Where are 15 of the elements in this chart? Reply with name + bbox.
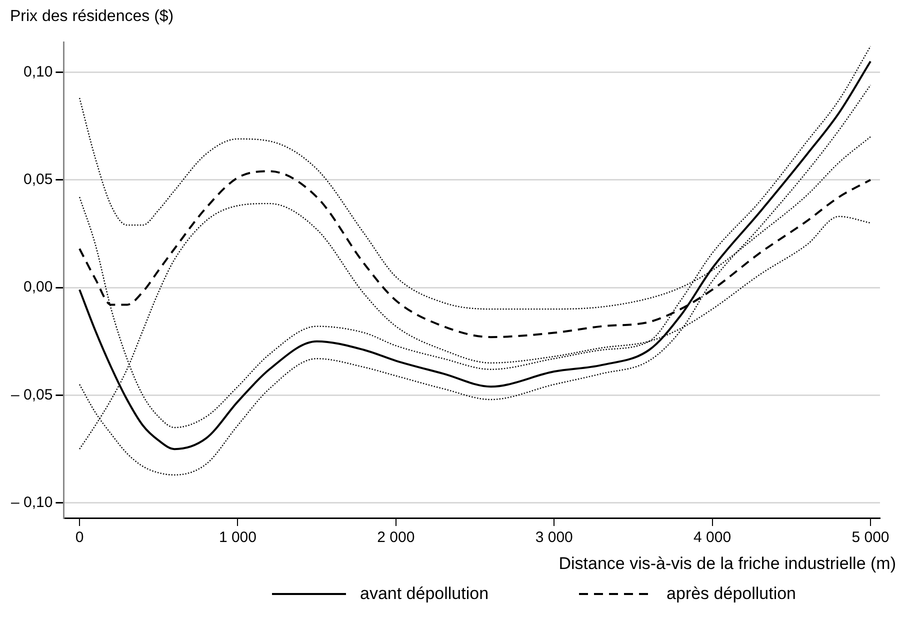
y-tick-label: 0,10 xyxy=(24,63,53,80)
y-tick-label: 0,00 xyxy=(24,278,53,296)
y-tick-label: – 0,10 xyxy=(10,494,53,512)
legend-label: après dépollution xyxy=(666,584,796,604)
y-tick-label: – 0,05 xyxy=(10,386,53,404)
y-tick-label: 0,05 xyxy=(24,170,53,188)
x-axis-title: Distance vis-à-vis de la friche industrielle (m) xyxy=(558,554,896,574)
x-tick-label: 4 000 xyxy=(694,529,732,546)
y-axis-title: Prix des résidences ($) xyxy=(10,8,175,27)
x-tick-label: 3 000 xyxy=(535,529,573,546)
legend-label: avant dépollution xyxy=(360,584,489,604)
x-tick-label: 5 000 xyxy=(852,529,890,546)
x-tick-label: 0 xyxy=(75,529,84,546)
x-tick-label: 2 000 xyxy=(377,529,415,546)
x-tick-label: 1 000 xyxy=(218,529,256,546)
